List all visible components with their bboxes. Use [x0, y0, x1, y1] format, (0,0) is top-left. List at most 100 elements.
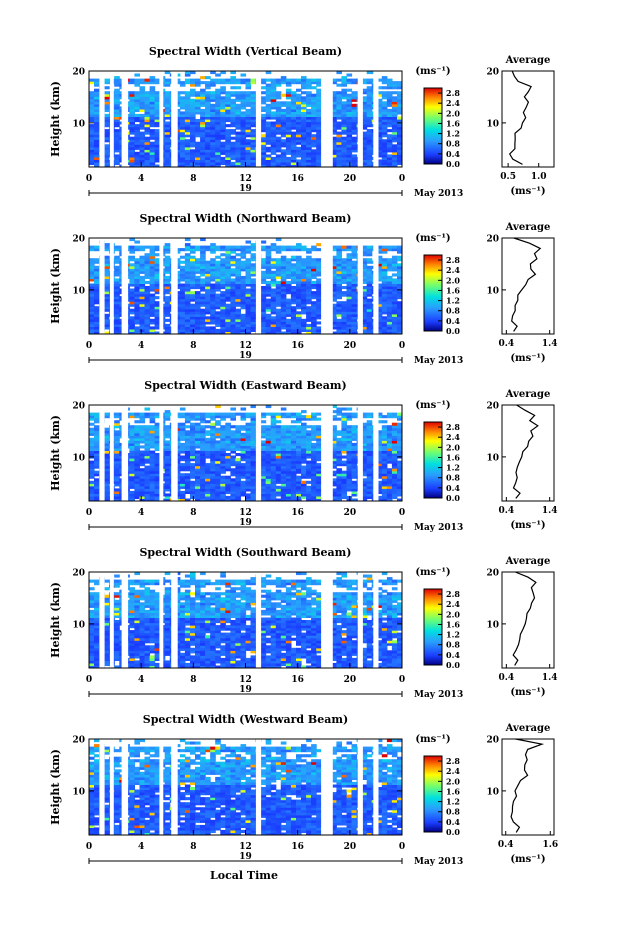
heatmap-cell: [341, 108, 347, 112]
heatmap-cell: [280, 260, 287, 264]
heatmap-cell: [149, 111, 156, 115]
heatmap-cell: [225, 129, 231, 133]
heatmap-cell: [366, 301, 373, 305]
heatmap-cell: [154, 318, 161, 322]
heatmap-cell: [346, 270, 353, 274]
heatmap-cell: [225, 485, 231, 489]
heatmap-cell: [184, 126, 191, 130]
heatmap-cell: [129, 103, 135, 107]
heatmap-cell: [114, 88, 120, 92]
heatmap-cell: [139, 156, 146, 160]
heatmap-cell: [346, 73, 353, 77]
heatmap-cell: [149, 103, 156, 107]
heatmap-cell: [311, 260, 317, 264]
heatmap-cell: [154, 136, 161, 140]
heatmap-cell: [235, 260, 241, 264]
heatmap-cell: [250, 116, 257, 120]
heatmap-cell: [230, 460, 236, 464]
heatmap-cell: [290, 139, 297, 143]
heatmap-cell: [381, 318, 388, 322]
heatmap-cell: [235, 331, 241, 334]
heatmap-cell: [265, 126, 272, 130]
heatmap-cell: [215, 96, 221, 100]
heatmap-cell: [220, 121, 226, 125]
heatmap-cell: [139, 121, 146, 125]
heatmap-cell: [205, 164, 211, 167]
heatmap-cell: [397, 126, 402, 130]
heatmap-cell: [265, 103, 272, 107]
heatmap-cell: [285, 313, 292, 317]
heatmap-cell: [89, 278, 95, 282]
heatmap-cell: [270, 139, 277, 143]
heatmap-cell: [129, 144, 135, 148]
heatmap-cell: [139, 98, 146, 102]
heatmap-cell: [184, 415, 191, 419]
heatmap-cell: [336, 134, 342, 138]
heatmap-cell: [200, 412, 206, 416]
heatmap-cell: [144, 415, 151, 419]
heatmap-cell: [94, 146, 100, 150]
heatmap-cell: [190, 490, 196, 494]
heatmap-cell: [89, 258, 95, 262]
heatmap-cell: [381, 248, 388, 252]
heatmap-cell: [351, 161, 358, 165]
heatmap-cell: [215, 463, 221, 467]
heatmap-cell: [285, 146, 292, 150]
heatmap-cell: [205, 108, 211, 112]
heatmap-cell: [235, 288, 241, 292]
heatmap-cell: [235, 298, 241, 302]
heatmap-cell: [195, 291, 201, 295]
heatmap-cell: [89, 134, 95, 138]
heatmap-cell: [89, 417, 95, 421]
heatmap-cell: [139, 458, 146, 462]
heatmap-cell: [205, 318, 211, 322]
heatmap-cell: [265, 113, 272, 117]
heatmap-cell: [376, 331, 383, 334]
data-gap: [321, 71, 333, 167]
heatmap-cell: [341, 96, 347, 100]
heatmap-cell: [144, 136, 151, 140]
heatmap-cell: [114, 268, 120, 272]
heatmap-cell: [210, 313, 216, 317]
heatmap-cell: [260, 278, 267, 282]
heatmap-cell: [134, 437, 140, 441]
heatmap-cell: [336, 248, 342, 252]
heatmap-cell: [184, 245, 191, 249]
heatmap-cell: [154, 119, 161, 123]
heatmap-cell: [134, 106, 140, 110]
heatmap-cell: [386, 91, 393, 95]
heatmap-cell: [195, 129, 201, 133]
heatmap-cell: [280, 134, 287, 138]
heatmap-cell: [190, 283, 196, 287]
heatmap-cell: [179, 129, 186, 133]
heatmap-cell: [104, 258, 110, 262]
heatmap-cell: [104, 412, 110, 416]
heatmap-cell: [94, 144, 100, 148]
heatmap-cell: [270, 316, 277, 320]
heatmap-cell: [306, 98, 312, 102]
heatmap-cell: [179, 465, 186, 469]
heatmap-cell: [290, 131, 297, 135]
heatmap-cell: [154, 151, 161, 155]
heatmap-cell: [346, 316, 353, 320]
heatmap-cell: [225, 154, 231, 158]
heatmap-cell: [179, 81, 186, 85]
heatmap-cells: [89, 71, 402, 167]
heatmap-cell: [129, 258, 135, 262]
heatmap-cell: [250, 121, 257, 125]
heatmap-cell: [316, 291, 322, 295]
heatmap-cell: [280, 245, 287, 249]
heatmap-cell: [265, 156, 272, 160]
heatmap-cell: [225, 91, 231, 95]
heatmap-cell: [164, 480, 171, 484]
heatmap-cell: [164, 306, 171, 310]
heatmap-cell: [301, 303, 307, 307]
heatmap-cell: [331, 288, 337, 292]
heatmap-cell: [89, 483, 95, 487]
heatmap-cell: [290, 331, 297, 334]
heatmap-cell: [104, 430, 110, 434]
heatmap-cell: [296, 78, 302, 82]
heatmap-cell: [190, 480, 196, 484]
heatmap-cell: [164, 124, 171, 128]
heatmap-cell: [260, 323, 267, 327]
